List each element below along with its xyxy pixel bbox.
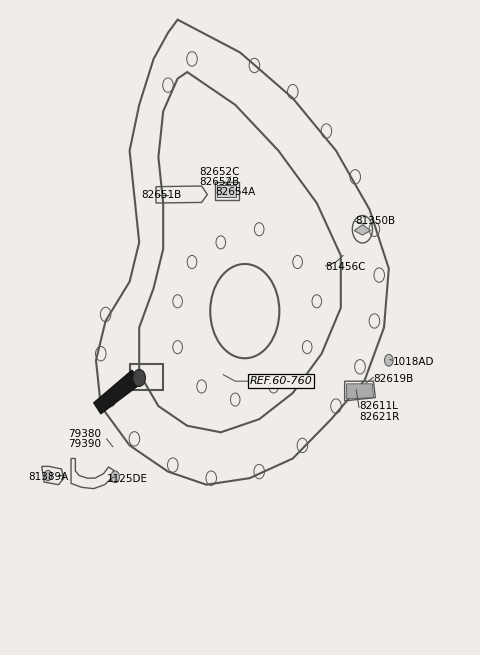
Text: 82611L: 82611L — [359, 401, 398, 411]
Text: 82651B: 82651B — [142, 190, 182, 200]
Text: 82652C: 82652C — [199, 166, 240, 177]
Text: 81456C: 81456C — [325, 262, 366, 272]
Text: 82621R: 82621R — [359, 412, 399, 422]
Polygon shape — [94, 370, 142, 414]
Polygon shape — [354, 225, 371, 235]
Polygon shape — [217, 185, 236, 196]
Text: 79390: 79390 — [68, 439, 101, 449]
Circle shape — [133, 369, 145, 386]
Text: REF.60-760: REF.60-760 — [250, 376, 312, 386]
Circle shape — [384, 354, 393, 366]
Text: 82619B: 82619B — [373, 373, 414, 384]
Text: 1018AD: 1018AD — [393, 357, 434, 367]
Circle shape — [44, 470, 52, 481]
Text: 81389A: 81389A — [28, 472, 68, 482]
Circle shape — [111, 471, 120, 483]
Text: 82654A: 82654A — [215, 187, 255, 197]
Text: 1125DE: 1125DE — [107, 474, 147, 485]
Text: 82652B: 82652B — [199, 177, 240, 187]
Text: 81350B: 81350B — [355, 216, 396, 227]
Polygon shape — [347, 384, 373, 399]
Text: 79380: 79380 — [68, 428, 101, 439]
